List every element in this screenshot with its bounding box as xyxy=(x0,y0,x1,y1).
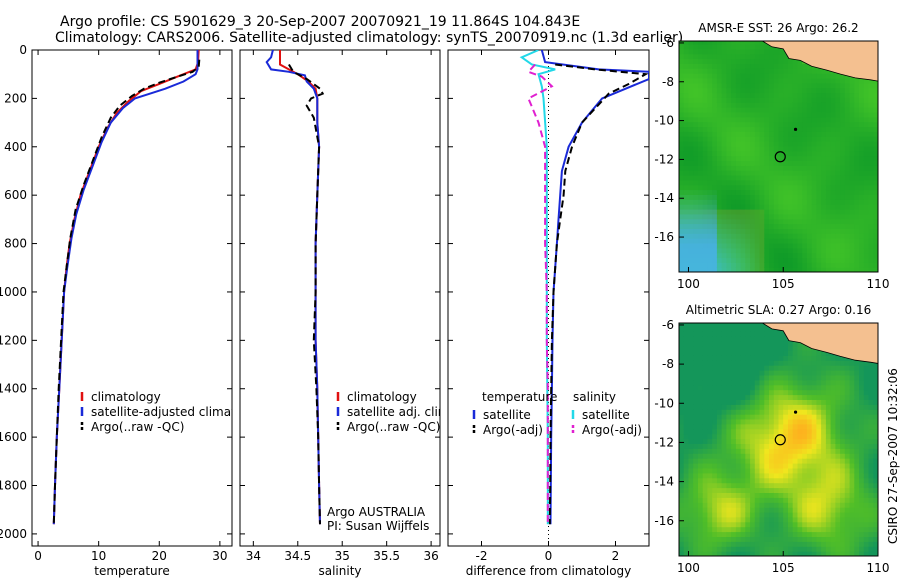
salinity-profile-plot: 34 34.5 35 35.5 36 salinity climatologysatelli… xyxy=(239,49,453,578)
sla_map-ytick-label: -6 xyxy=(662,318,674,332)
difference-series-line xyxy=(519,50,556,525)
difference-xtick-label: -2 xyxy=(476,549,488,563)
difference-series-line xyxy=(526,63,554,525)
sla_map-land xyxy=(761,323,878,364)
sst_map-land xyxy=(761,41,878,82)
salinity-legend-label: satellite adj. clim. xyxy=(347,405,453,419)
salinity-xtick-label: 35.5 xyxy=(373,549,400,563)
sst_map-ytick-label: -6 xyxy=(662,36,674,50)
sst-map-plot: 100 105 110 -6 -8 -10 -12 -14 -16 AMSR-E SST: 26 … xyxy=(654,21,889,291)
sst_map-title: AMSR-E SST: 26 Argo: 26.2 xyxy=(698,21,858,35)
salinity-xlabel: salinity xyxy=(318,564,361,578)
salinity-xtick-label: 35 xyxy=(335,549,350,563)
sla_map-xtick-label: 110 xyxy=(867,561,890,575)
sst_map-field xyxy=(679,41,878,272)
temperature-ytick-label: 800 xyxy=(4,237,27,251)
sla_map-ytick-label: -12 xyxy=(654,435,674,449)
figure-title-line1: Argo profile: CS 5901629_3 20-Sep-2007 2… xyxy=(60,14,580,30)
temperature-profile-plot: 0 10 20 30 0 200 400 600 800 1000 1200 1400 1600 1800… xyxy=(0,43,269,578)
salinity-series-line xyxy=(288,63,325,525)
temperature-frame xyxy=(31,49,233,547)
difference-legend-label: Argo(-adj) xyxy=(483,423,543,437)
sst_map-xtick-label: 105 xyxy=(772,277,795,291)
sla-map-plot: 100 105 110 -6 -8 -10 -12 -14 -16 Altimetric SLA:… xyxy=(654,303,889,575)
salinity-xtick-label: 34.5 xyxy=(284,549,311,563)
sst_map-ytick-label: -10 xyxy=(654,114,674,128)
difference-legend-label: satellite xyxy=(582,408,630,422)
temperature-ytick-label: 1400 xyxy=(0,382,27,396)
sst_map-ytick-label: -8 xyxy=(662,75,674,89)
sst_map-xtick-label: 100 xyxy=(677,277,700,291)
temperature-ytick-label: 200 xyxy=(4,91,27,105)
difference-legend-header: temperature xyxy=(482,390,557,404)
sla_map-xtick-label: 105 xyxy=(772,561,795,575)
sla_map-frame xyxy=(678,322,879,557)
credit-label: CSIRO 27-Sep-2007 10:32:06 xyxy=(886,368,900,544)
temperature-legend-label: Argo(..raw -QC) xyxy=(91,420,184,434)
sla_map-argo-marker xyxy=(774,434,786,446)
salinity-annotation: PI: Susan Wijffels xyxy=(327,519,429,533)
sst_map-ytick-label: -16 xyxy=(654,230,674,244)
temperature-xtick-label: 10 xyxy=(91,549,106,563)
salinity-legend-label: Argo(..raw -QC) xyxy=(347,420,440,434)
temperature-legend-label: climatology xyxy=(91,390,161,404)
sst_map-island xyxy=(793,127,798,131)
temperature-ytick-label: 1000 xyxy=(0,285,27,299)
sla_map-island xyxy=(793,410,798,414)
figure-title-line2: Climatology: CARS2006. Satellite-adjuste… xyxy=(55,30,683,46)
temperature-ytick-label: 600 xyxy=(4,188,27,202)
temperature-xtick-label: 20 xyxy=(152,549,167,563)
salinity-legend-label: climatology xyxy=(347,390,417,404)
sst_map-ytick-label: -14 xyxy=(654,191,674,205)
temperature-ytick-label: 1800 xyxy=(0,479,27,493)
difference-xlabel: difference from climatology xyxy=(466,564,632,578)
temperature-ytick-label: 1200 xyxy=(0,333,27,347)
temperature-series-line xyxy=(52,59,201,525)
sla_map-xtick-label: 100 xyxy=(677,561,700,575)
salinity-annotation: Argo AUSTRALIA xyxy=(327,505,426,519)
difference-series-line xyxy=(548,63,649,525)
temperature-ytick-label: 0 xyxy=(19,43,27,57)
difference-legend-label: Argo(-adj) xyxy=(582,423,642,437)
sst_map-ytick-label: -12 xyxy=(654,152,674,166)
difference-xtick-label: 0 xyxy=(545,549,553,563)
difference-xtick-label: 2 xyxy=(612,549,620,563)
temperature-series-line xyxy=(52,50,199,525)
sla_map-ytick-label: -8 xyxy=(662,357,674,371)
sla_map-title: Altimetric SLA: 0.27 Argo: 0.16 xyxy=(686,303,871,317)
temperature-xtick-label: 30 xyxy=(212,549,227,563)
sst_map-argo-marker xyxy=(774,151,786,163)
sst_map-frame xyxy=(678,40,879,273)
salinity-xtick-label: 36 xyxy=(423,549,438,563)
temperature-ytick-label: 1600 xyxy=(0,430,27,444)
salinity-frame xyxy=(239,49,441,547)
salinity-xtick-label: 34 xyxy=(246,549,261,563)
temperature-legend-label: satellite-adjusted climatology xyxy=(91,405,269,419)
sla_map-ytick-label: -16 xyxy=(654,514,674,528)
temperature-xlabel: temperature xyxy=(94,564,169,578)
temperature-ytick-label: 400 xyxy=(4,140,27,154)
difference-legend-header: salinity xyxy=(573,390,616,404)
sla_map-ytick-label: -10 xyxy=(654,396,674,410)
temperature-xtick-label: 0 xyxy=(34,549,42,563)
temperature-ytick-label: 2000 xyxy=(0,527,27,541)
difference-legend-label: satellite xyxy=(483,408,531,422)
sst_map-xtick-label: 110 xyxy=(867,277,890,291)
sla_map-ytick-label: -14 xyxy=(654,475,674,489)
